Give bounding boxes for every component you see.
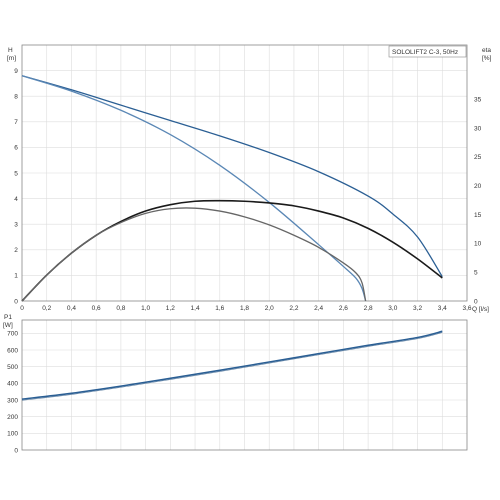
head-tick-label: 0 (14, 298, 18, 305)
flow-tick-label: 0,8 (116, 305, 125, 312)
flow-tick-label: 2,2 (289, 305, 298, 312)
head-tick-label: 2 (14, 247, 18, 254)
power-tick-label: 400 (7, 381, 18, 388)
chart-title-box (388, 45, 467, 58)
flow-tick-label: 1,2 (166, 305, 175, 312)
power-tick-label: 500 (7, 364, 18, 371)
head-axis-label-line2: [m] (7, 55, 16, 62)
flow-tick-label: 1,0 (141, 305, 150, 312)
flow-tick-label: 3,4 (438, 305, 447, 312)
flow-tick-label: 1,4 (191, 305, 200, 312)
flow-tick-label: 2,0 (265, 305, 274, 312)
power-tick-label: 200 (7, 414, 18, 421)
eta-tick-label: 0 (474, 298, 478, 305)
flow-tick-label: 3,2 (413, 305, 422, 312)
power-chart-series (21, 330, 443, 401)
head-tick-label: 4 (14, 196, 18, 203)
power-curve (21, 330, 443, 400)
head-tick-label: 7 (14, 119, 18, 126)
flow-tick-label: 0,2 (42, 305, 51, 312)
flow-axis-label: Q [l/s] (472, 306, 489, 313)
flow-tick-label: 2,6 (339, 305, 348, 312)
eta-tick-label: 5 (474, 269, 478, 276)
power-chart-grid (22, 320, 467, 450)
head-chart-frame (21, 44, 468, 302)
flow-tick-label: 2,4 (314, 305, 323, 312)
power-chart-frame (21, 319, 468, 451)
head-chart-ticks: 0 0,2 0,4 0,6 0,8 1,0 1,2 1,4 1,6 1,8 2,0 2,2 2,4 2,6… (14, 68, 481, 312)
head-tick-label: 6 (14, 145, 18, 152)
power-chart-ticks: 0 100 200 300 400 500 600 700 (7, 331, 18, 455)
head-tick-label: 5 (14, 170, 18, 177)
head-tick-label: 3 (14, 222, 18, 229)
head-chart-series (21, 75, 443, 302)
eta-tick-label: 10 (474, 241, 482, 248)
efficiency-curve-min (21, 207, 367, 302)
flow-tick-label: 3,6 (462, 305, 471, 312)
power-axis-label-line1: P1 (4, 314, 12, 321)
head-tick-label: 8 (14, 94, 18, 101)
head-curve-max (21, 75, 443, 278)
flow-tick-label: 0,4 (67, 305, 76, 312)
flow-tick-label: 3,0 (388, 305, 397, 312)
eta-tick-label: 15 (474, 212, 482, 219)
eta-tick-label: 25 (474, 154, 482, 161)
power-tick-label: 600 (7, 347, 18, 354)
flow-tick-label: 2,8 (364, 305, 373, 312)
power-tick-label: 0 (14, 447, 18, 454)
flow-tick-label: 0 (20, 305, 24, 312)
eta-axis-label-line2: [%] (482, 55, 492, 62)
eta-tick-label: 20 (474, 183, 482, 190)
power-axis-label-line2: [W] (3, 322, 13, 329)
chart-title: SOLOLIFT2 C-3, 50Hz (392, 49, 458, 56)
power-tick-label: 100 (7, 431, 18, 438)
power-tick-label: 300 (7, 397, 18, 404)
eta-tick-label: 30 (474, 125, 482, 132)
eta-axis-label-line1: eta (482, 47, 491, 54)
eta-tick-label: 35 (474, 96, 482, 103)
power-curve-shadow (21, 332, 443, 401)
flow-tick-label: 1,6 (215, 305, 224, 312)
head-tick-label: 1 (14, 273, 18, 280)
flow-tick-label: 0,6 (92, 305, 101, 312)
power-tick-label: 700 (7, 331, 18, 338)
head-chart-grid (22, 45, 467, 301)
flow-tick-label: 1,8 (240, 305, 249, 312)
head-tick-label: 9 (14, 68, 18, 75)
head-axis-label-line1: H (8, 47, 13, 54)
